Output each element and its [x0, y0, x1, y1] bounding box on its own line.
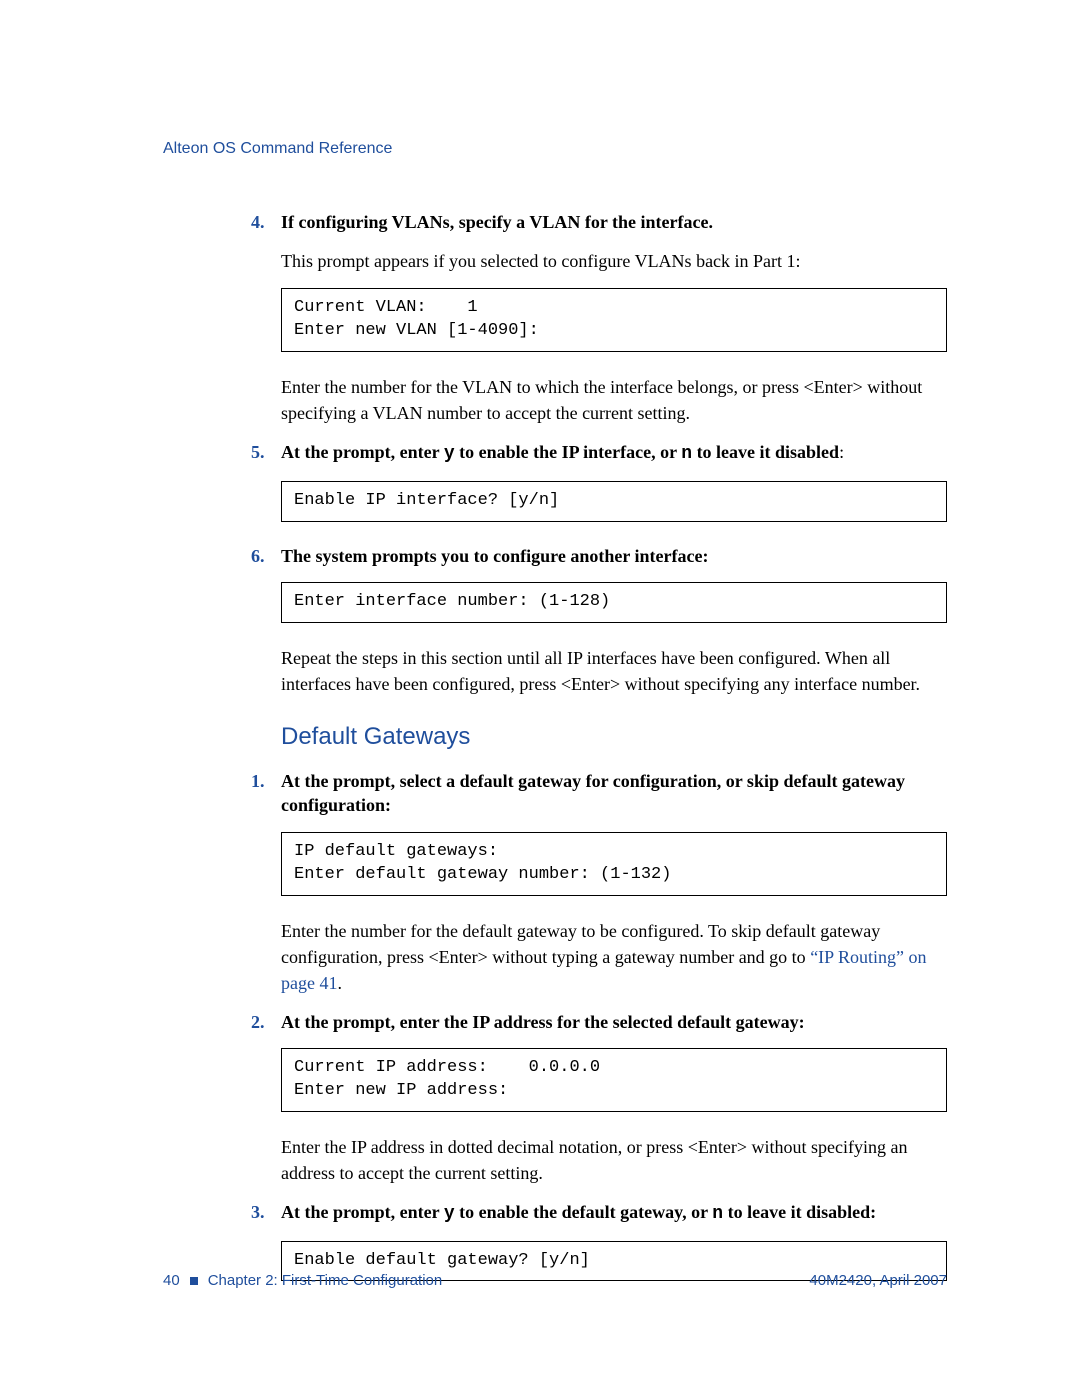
- step-body: This prompt appears if you selected to c…: [281, 248, 947, 274]
- chapter-label: Chapter 2: First-Time Configuration: [208, 1272, 443, 1289]
- code-block: IP default gateways: Enter default gatew…: [281, 832, 947, 896]
- body-text: .: [337, 973, 342, 993]
- step-number: 6.: [251, 544, 281, 568]
- step-body: Enter the number for the default gateway…: [281, 918, 947, 996]
- title-text: to enable the IP interface, or: [455, 442, 682, 462]
- code-block: Current VLAN: 1 Enter new VLAN [1-4090]:: [281, 288, 947, 352]
- step-number: 1.: [251, 769, 281, 793]
- footer-right: 40M2420, April 2007: [809, 1272, 947, 1289]
- footer-left: 40 Chapter 2: First-Time Configuration: [163, 1272, 442, 1289]
- step-title: If configuring VLANs, specify a VLAN for…: [281, 210, 713, 234]
- step-title: At the prompt, enter y to enable the IP …: [281, 440, 844, 466]
- step-number: 3.: [251, 1200, 281, 1224]
- step-body: Enter the IP address in dotted decimal n…: [281, 1134, 947, 1186]
- page-footer: 40 Chapter 2: First-Time Configuration 4…: [163, 1272, 947, 1289]
- step-heading: 6. The system prompts you to configure a…: [251, 544, 947, 568]
- section-heading: Default Gateways: [281, 723, 947, 751]
- code-block: Enable IP interface? [y/n]: [281, 481, 947, 522]
- title-text: to leave it disabled:: [723, 1202, 876, 1222]
- code-block: Enter interface number: (1-128): [281, 582, 947, 623]
- step-title: At the prompt, enter y to enable the def…: [281, 1200, 876, 1226]
- step-heading: 5. At the prompt, enter y to enable the …: [251, 440, 947, 466]
- content-area: 4. If configuring VLANs, specify a VLAN …: [251, 210, 947, 1281]
- doc-ref: 40M2420, April 2007: [809, 1272, 947, 1289]
- step-number: 2.: [251, 1010, 281, 1034]
- code-block: Current IP address: 0.0.0.0 Enter new IP…: [281, 1048, 947, 1112]
- step-number: 5.: [251, 440, 281, 464]
- title-text: At the prompt, enter: [281, 442, 444, 462]
- square-bullet-icon: [190, 1277, 198, 1285]
- step-number: 4.: [251, 210, 281, 234]
- step-body: Repeat the steps in this section until a…: [281, 645, 947, 697]
- step-heading: 2. At the prompt, enter the IP address f…: [251, 1010, 947, 1034]
- step-title: At the prompt, select a default gateway …: [281, 769, 947, 818]
- step-6: 6. The system prompts you to configure a…: [251, 544, 947, 697]
- step-heading: 4. If configuring VLANs, specify a VLAN …: [251, 210, 947, 234]
- title-mono: n: [681, 444, 692, 464]
- step-b1: 1. At the prompt, select a default gatew…: [251, 769, 947, 996]
- step-title: At the prompt, enter the IP address for …: [281, 1010, 805, 1034]
- header-title: Alteon OS Command Reference: [163, 140, 392, 157]
- title-colon: :: [839, 442, 844, 462]
- step-heading: 1. At the prompt, select a default gatew…: [251, 769, 947, 818]
- page: Alteon OS Command Reference 4. If config…: [0, 0, 1080, 1397]
- step-5: 5. At the prompt, enter y to enable the …: [251, 440, 947, 521]
- body-text: Enter the number for the default gateway…: [281, 921, 880, 967]
- title-text: to enable the default gateway, or: [455, 1202, 713, 1222]
- running-header: Alteon OS Command Reference: [163, 140, 947, 158]
- step-b2: 2. At the prompt, enter the IP address f…: [251, 1010, 947, 1186]
- title-text: At the prompt, enter: [281, 1202, 444, 1222]
- step-4: 4. If configuring VLANs, specify a VLAN …: [251, 210, 947, 426]
- title-text: to leave it disabled: [692, 442, 839, 462]
- step-title: The system prompts you to configure anot…: [281, 544, 708, 568]
- title-mono: y: [444, 444, 455, 464]
- step-heading: 3. At the prompt, enter y to enable the …: [251, 1200, 947, 1226]
- title-mono: n: [712, 1204, 723, 1224]
- title-mono: y: [444, 1204, 455, 1224]
- page-number: 40: [163, 1272, 180, 1289]
- step-b3: 3. At the prompt, enter y to enable the …: [251, 1200, 947, 1281]
- step-body: Enter the number for the VLAN to which t…: [281, 374, 947, 426]
